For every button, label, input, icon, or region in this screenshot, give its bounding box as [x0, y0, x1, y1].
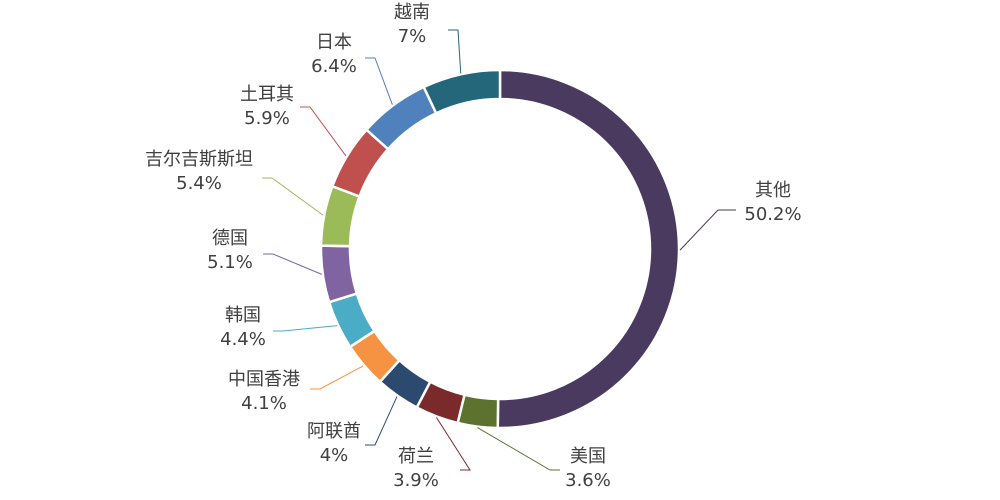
leader-line-3	[365, 396, 398, 446]
leader-line-2	[435, 417, 471, 471]
slice-label-0: 其他	[755, 180, 791, 201]
slice-label-8: 土耳其	[240, 84, 294, 105]
leader-line-1	[477, 427, 560, 471]
leader-line-9	[365, 57, 393, 105]
slice-label-9: 日本	[316, 32, 352, 53]
leader-line-0	[679, 209, 736, 251]
leader-lines	[262, 29, 736, 471]
slice-label-7: 吉尔吉斯斯坦	[145, 149, 253, 170]
slice-10	[422, 68, 502, 115]
slice-label-2: 荷兰	[398, 446, 434, 467]
slice-9	[364, 85, 438, 151]
leader-line-8	[300, 106, 347, 157]
slice-value-label-0: 50.2%	[744, 204, 801, 225]
slice-label-4: 中国香港	[228, 369, 300, 390]
slice-label-6: 德国	[212, 228, 248, 249]
slice-value-label-8: 5.9%	[244, 108, 290, 129]
leader-line-5	[273, 325, 338, 332]
slice-value-label-7: 5.4%	[176, 173, 222, 194]
slice-0	[496, 68, 681, 430]
slice-value-label-9: 6.4%	[311, 56, 357, 77]
slice-value-label-10: 7%	[398, 26, 427, 47]
slice-value-label-1: 3.6%	[565, 470, 611, 491]
slice-value-label-4: 4.1%	[241, 393, 287, 414]
slice-value-label-3: 4%	[320, 445, 349, 466]
leader-line-6	[263, 253, 322, 275]
slice-label-10: 越南	[394, 2, 430, 23]
leader-line-7	[262, 177, 324, 216]
leader-line-4	[310, 365, 364, 390]
slice-value-label-2: 3.9%	[393, 470, 439, 491]
slice-labels: 其他 50.2% 美国 3.6% 荷兰 3.9% 阿联酋 4% 中国香港 4.1% 韩国 4.4% 德国…	[145, 2, 802, 491]
slice-label-5: 韩国	[225, 305, 261, 326]
slice-6	[319, 244, 359, 304]
slice-value-label-5: 4.4%	[220, 329, 266, 350]
slice-label-1: 美国	[570, 446, 606, 467]
slice-label-3: 阿联酋	[307, 421, 361, 442]
donut-slices	[319, 68, 681, 430]
leader-line-10	[448, 29, 462, 74]
slice-value-label-6: 5.1%	[207, 252, 253, 273]
